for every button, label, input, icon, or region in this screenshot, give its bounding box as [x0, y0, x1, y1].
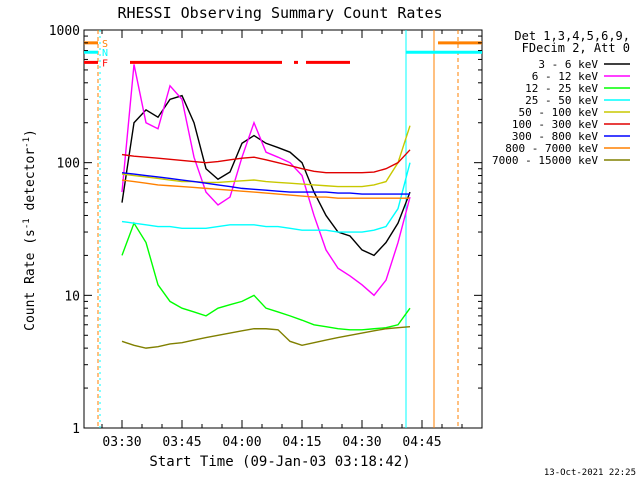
legend-item-label: 7000 - 15000 keV [492, 154, 598, 167]
flag-letter: F [102, 58, 108, 69]
y-tick-label: 10 [64, 289, 80, 304]
legend: Det 1,3,4,5,6,9, FDecim 2, Att 0 3 - 6 k… [492, 29, 630, 167]
series-line [121, 221, 411, 331]
series-line [121, 94, 411, 257]
y-axis-label-text: Count Rate (s [23, 229, 38, 331]
legend-item-label: 800 - 7000 keV [505, 142, 598, 155]
legend-item-label: 12 - 25 keV [525, 82, 598, 95]
legend-item-label: 100 - 300 keV [512, 118, 598, 131]
y-axis-label-sup2: -1 [22, 137, 32, 148]
y-tick-label: 1 [72, 422, 80, 437]
flag-markers: SNF [84, 30, 482, 428]
legend-item-label: 6 - 12 keV [532, 70, 599, 83]
y-axis-label: Count Rate (s-1 detector-1) [22, 129, 38, 331]
series-line [121, 326, 411, 349]
y-axis-ticks: 1 10 100 1000 [49, 24, 482, 437]
legend-item-label: 3 - 6 keV [538, 58, 598, 71]
x-tick-label: 03:30 [102, 435, 141, 450]
plot-frame [83, 29, 483, 429]
series-line [121, 179, 410, 199]
plot-axes [83, 29, 483, 429]
y-axis-label-sup: -1 [22, 218, 32, 229]
legend-item-label: 25 - 50 keV [525, 94, 598, 107]
x-tick-label: 04:45 [402, 435, 441, 450]
legend-item-label: 50 - 100 keV [519, 106, 599, 119]
y-tick-label: 1000 [49, 24, 80, 39]
x-tick-label: 04:00 [222, 435, 261, 450]
series-line [121, 125, 411, 188]
legend-header-line-1: Det 1,3,4,5,6,9, [514, 29, 630, 43]
series-lines [121, 64, 411, 349]
x-axis-ticks: 03:30 03:45 04:00 04:15 04:30 04:45 [101, 30, 463, 450]
x-tick-label: 04:15 [282, 435, 321, 450]
footer-timestamp: 13-Oct-2021 22:25 [544, 468, 636, 478]
series-line [121, 149, 411, 174]
legend-item-label: 300 - 800 keV [512, 130, 598, 143]
y-axis-label-tail: detector [23, 148, 38, 219]
series-line [121, 172, 410, 195]
legend-header-line-2: FDecim 2, Att 0 [522, 41, 630, 55]
series-line [121, 64, 411, 297]
flag-letter: N [102, 48, 108, 59]
x-tick-label: 03:45 [162, 435, 201, 450]
series-line [121, 162, 411, 233]
y-tick-label: 100 [57, 157, 80, 172]
chart-title: RHESSI Observing Summary Count Rates [117, 4, 442, 22]
x-axis-label: Start Time (09-Jan-03 03:18:42) [149, 454, 410, 470]
flag-letter: S [102, 39, 108, 50]
x-tick-label: 04:30 [342, 435, 381, 450]
y-axis-label-close: ) [23, 129, 38, 137]
